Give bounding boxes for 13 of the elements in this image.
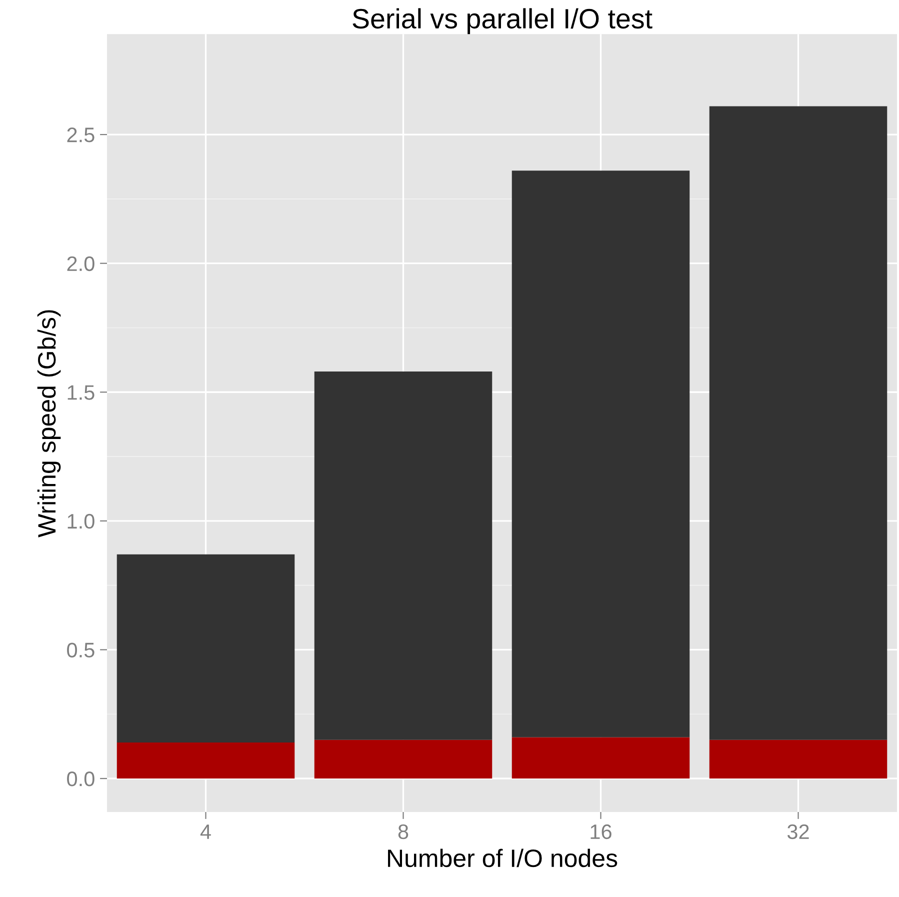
y-tick-label: 1.0 bbox=[68, 514, 94, 529]
y-tick-label: 0.0 bbox=[67, 772, 94, 786]
chart-title: Serial vs parallel I/O test bbox=[352, 8, 652, 34]
y-axis-title: Writing speed (Gb/s) bbox=[37, 310, 61, 538]
x-tick-label: 16 bbox=[590, 824, 612, 840]
x-tick-label: 32 bbox=[787, 824, 809, 840]
x-tick-label: 4 bbox=[200, 824, 211, 839]
y-tick-label: 1.5 bbox=[68, 385, 94, 400]
y-tick-label: 2.0 bbox=[67, 256, 94, 272]
x-tick-label: 8 bbox=[398, 824, 408, 840]
x-axis-title: Number of I/O nodes bbox=[388, 848, 618, 868]
y-tick-label: 2.5 bbox=[67, 128, 94, 142]
y-tick-label: 0.5 bbox=[67, 642, 94, 658]
